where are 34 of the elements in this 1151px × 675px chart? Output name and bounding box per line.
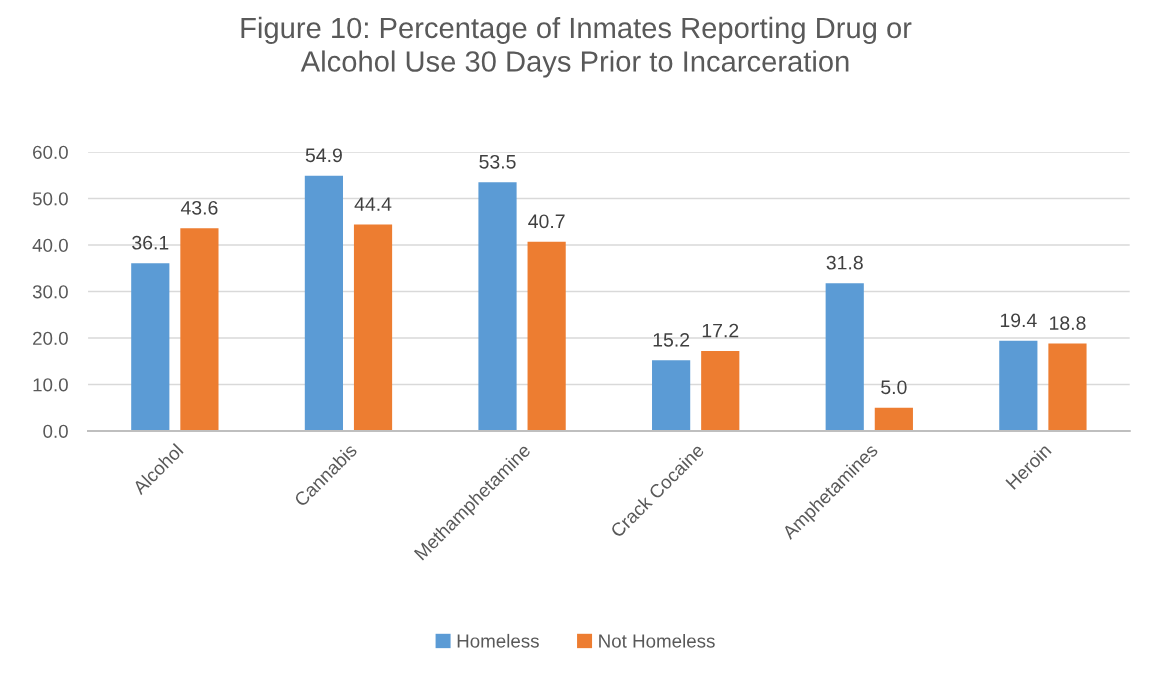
y-tick-label: 10.0 — [33, 378, 68, 392]
data-label: 5.0 — [881, 380, 907, 395]
chart-title: Figure 10: Percentage of Inmates Reporting Drug or Alcohol Use 30 Days Prior to Incarceration — [241, 16, 912, 78]
bar — [652, 360, 691, 431]
bar — [353, 224, 393, 431]
bar — [180, 228, 219, 431]
y-tick-label: 40.0 — [32, 238, 68, 252]
data-label: 53.5 — [479, 154, 516, 169]
bar — [874, 407, 913, 431]
bar — [304, 175, 343, 431]
y-tick-label: 50.0 — [32, 192, 68, 206]
bar — [701, 351, 740, 431]
data-label: 44.4 — [354, 197, 392, 211]
y-tick-label: 60.0 — [33, 145, 68, 159]
bar — [478, 182, 517, 431]
legend-label: Homeless — [457, 633, 539, 648]
data-label: 36.1 — [132, 235, 169, 250]
y-tick-label: 30.0 — [32, 285, 68, 299]
data-label: 18.8 — [1050, 316, 1086, 331]
y-tick-label: 20.0 — [33, 331, 68, 345]
bar — [527, 241, 566, 431]
bar — [1048, 343, 1087, 431]
bar — [131, 263, 170, 431]
bar — [825, 283, 864, 431]
data-label: 15.2 — [653, 332, 690, 347]
y-tick-label: 0.0 — [43, 424, 68, 438]
data-label: 31.8 — [826, 255, 863, 270]
data-label: 19.4 — [1000, 313, 1037, 328]
data-label: 40.7 — [528, 214, 565, 229]
data-label: 54.9 — [305, 148, 342, 163]
data-label: 43.6 — [180, 200, 218, 215]
bar — [999, 340, 1038, 431]
legend-label: Not Homeless — [599, 633, 715, 648]
data-label: 17.2 — [702, 323, 739, 338]
